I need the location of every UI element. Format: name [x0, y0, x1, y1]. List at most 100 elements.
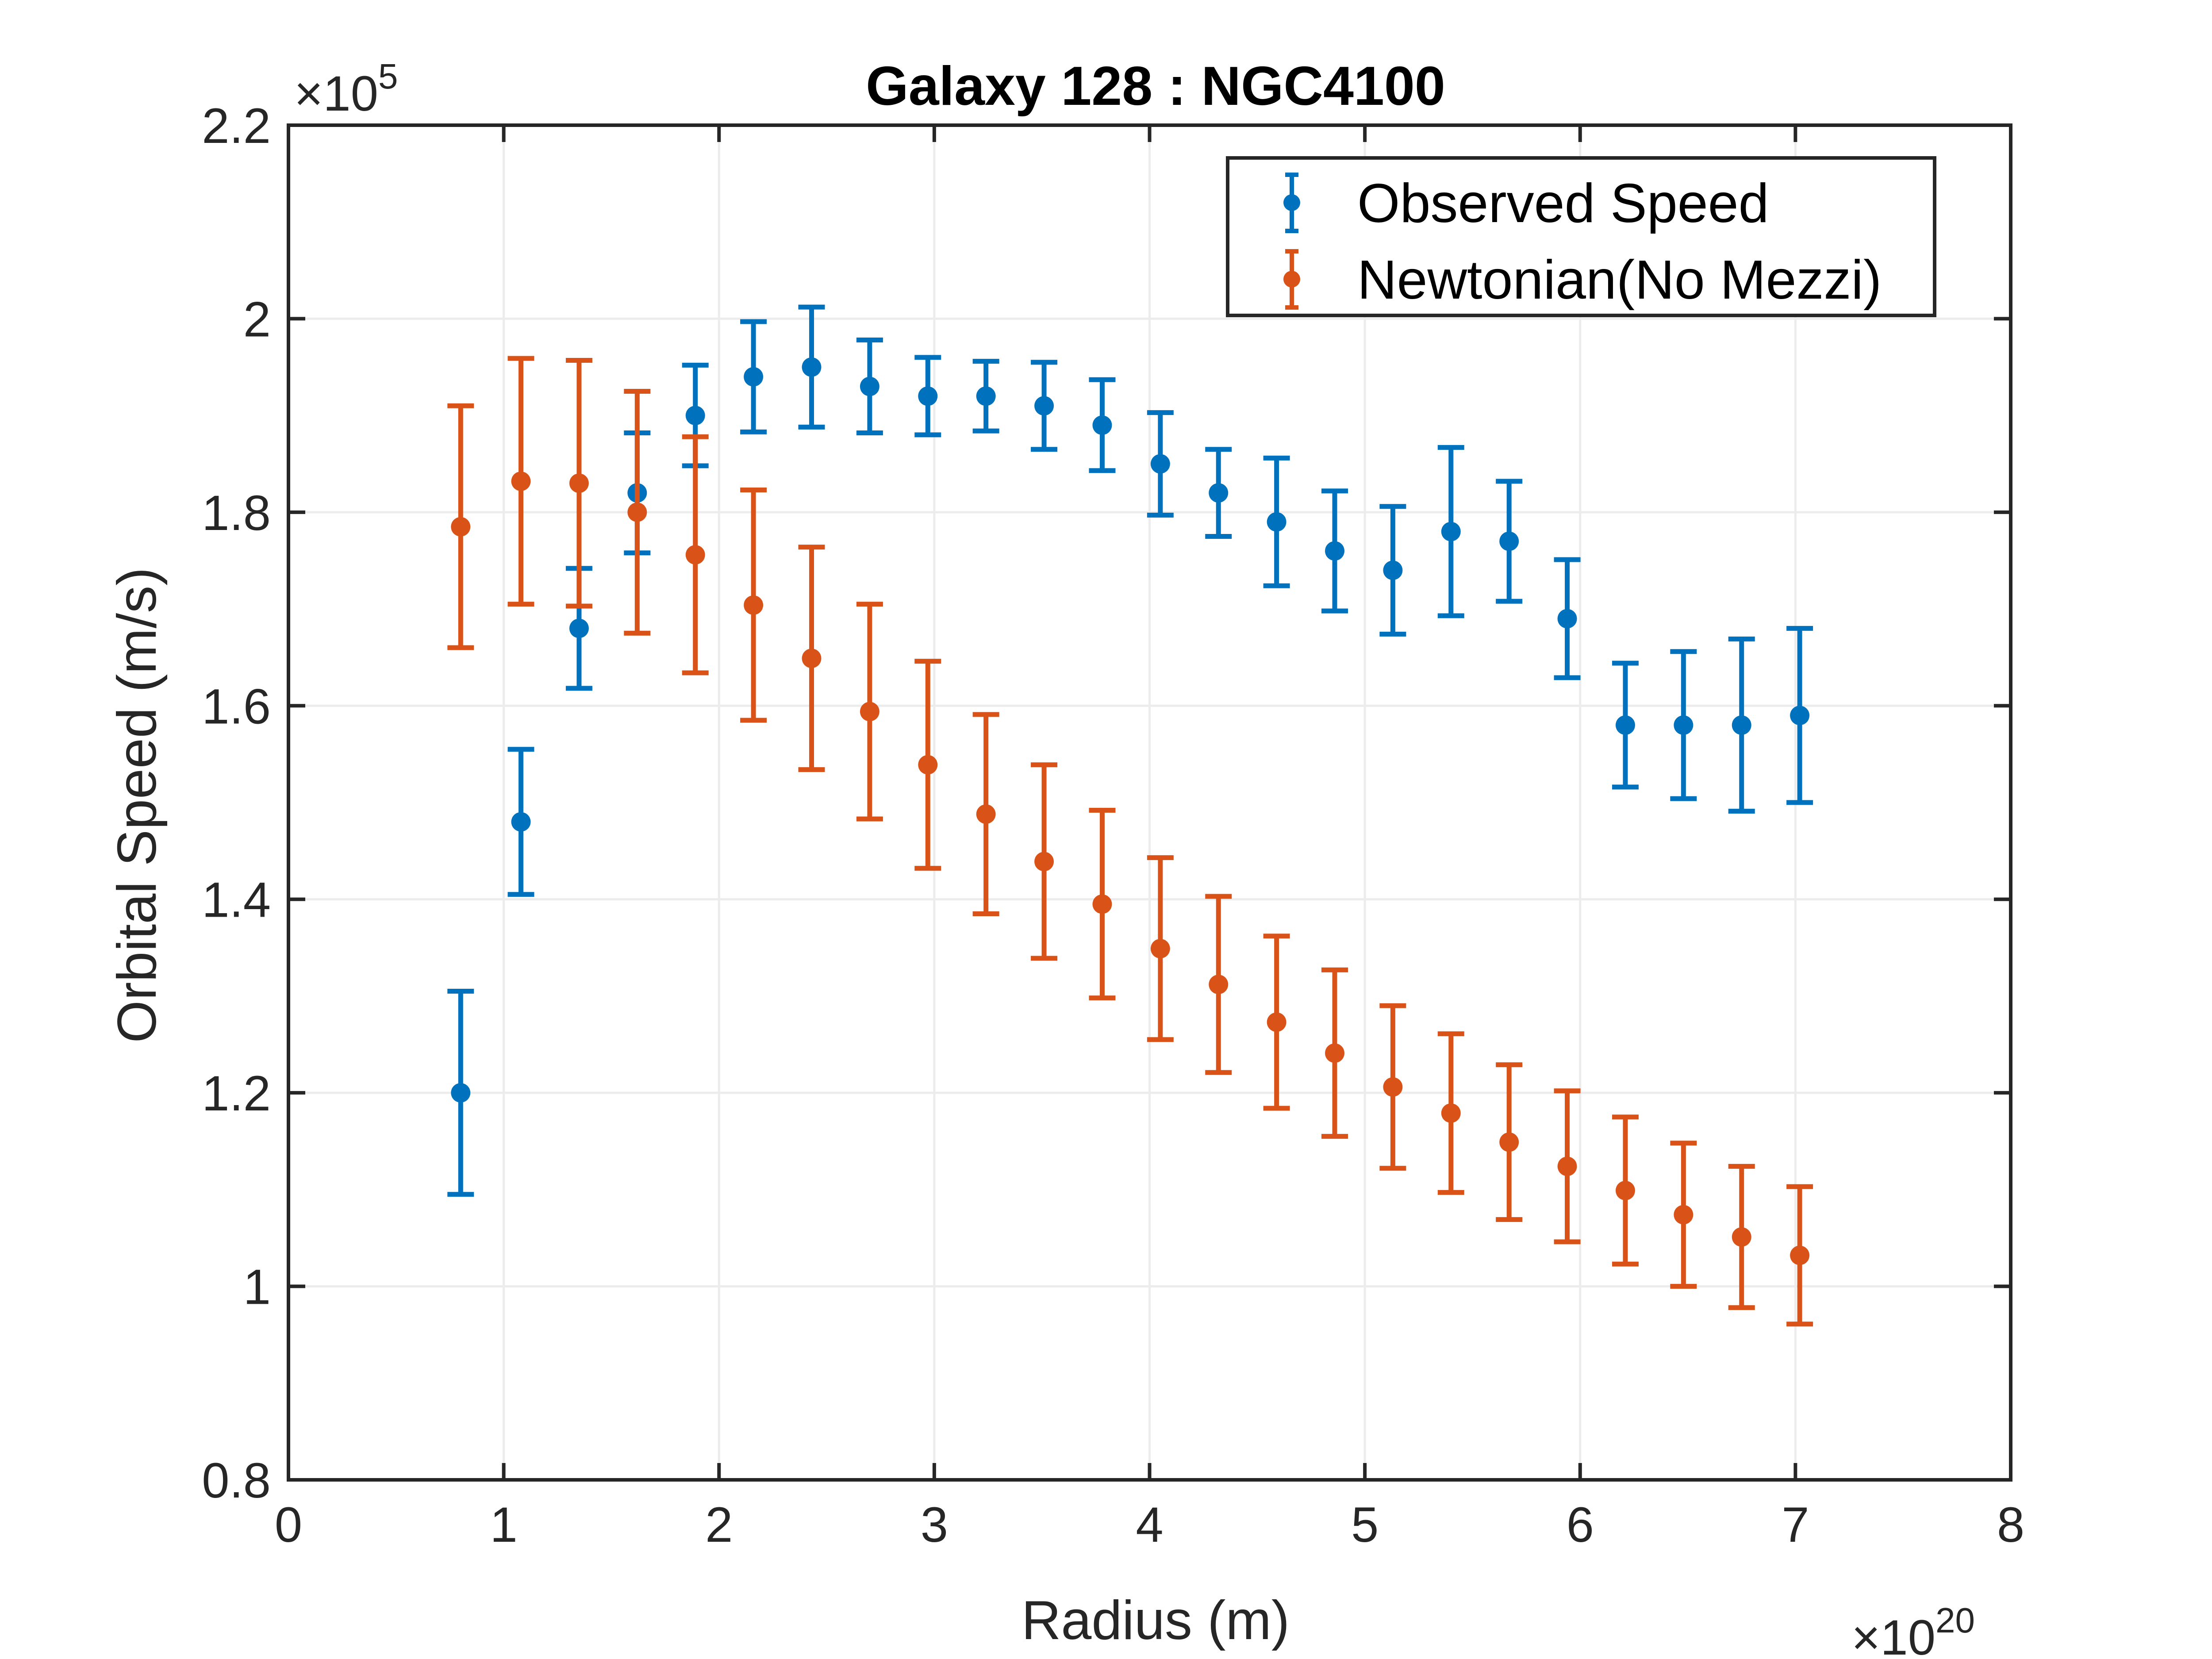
data-marker	[1732, 715, 1751, 735]
data-marker	[976, 386, 996, 406]
data-marker	[1557, 1156, 1577, 1176]
data-point	[1728, 636, 1755, 814]
y-tick-label: 1.6	[202, 679, 271, 734]
y-tick-label: 0.8	[202, 1453, 271, 1508]
data-point	[1670, 649, 1697, 801]
chart-title: Galaxy 128 : NGC4100	[866, 56, 1445, 117]
x-tick-label: 5	[1351, 1497, 1379, 1552]
data-marker	[1209, 975, 1229, 995]
x-tick-label: 7	[1782, 1497, 1809, 1552]
data-marker	[1267, 512, 1286, 532]
data-marker	[1209, 483, 1229, 503]
data-point	[1321, 488, 1348, 614]
data-point	[914, 659, 941, 871]
data-marker	[685, 545, 705, 565]
y-multiplier-exponent: 5	[378, 57, 398, 96]
data-point	[1205, 894, 1232, 1075]
y-axis-multiplier: ×105	[294, 57, 398, 121]
data-point	[1205, 447, 1232, 539]
data-marker	[569, 618, 589, 638]
data-marker	[1441, 1103, 1461, 1123]
data-point	[1437, 445, 1464, 618]
data-marker	[569, 473, 589, 493]
data-point	[740, 488, 767, 723]
data-marker	[1150, 454, 1170, 474]
y-multiplier-base: ×10	[294, 66, 378, 121]
series-layer	[447, 304, 1813, 1327]
data-marker	[1034, 396, 1054, 416]
data-marker	[860, 702, 879, 722]
data-marker	[1150, 939, 1170, 959]
data-point	[565, 357, 592, 609]
data-marker	[1092, 415, 1112, 435]
data-point	[1147, 410, 1174, 518]
data-marker	[976, 804, 996, 824]
legend-label-newtonian: Newtonian(No Mezzi)	[1357, 250, 1882, 311]
data-point	[972, 712, 999, 917]
legend-dot-observed	[1283, 194, 1300, 211]
data-marker	[1732, 1227, 1751, 1247]
data-point	[1554, 1088, 1581, 1244]
y-axis-label: Orbital Speed (m/s)	[107, 567, 168, 1043]
y-tick-label: 1.2	[202, 1066, 271, 1121]
data-point	[1786, 626, 1813, 805]
data-point	[1786, 1184, 1813, 1327]
legend-label-observed: Observed Speed	[1357, 173, 1769, 234]
data-point	[1089, 807, 1116, 1001]
legend-box	[1226, 156, 1936, 317]
data-point	[1031, 360, 1058, 452]
x-tick-label: 3	[921, 1497, 948, 1552]
data-marker	[1499, 531, 1519, 551]
x-tick-label: 1	[490, 1497, 517, 1552]
x-multiplier-base: ×10	[1851, 1610, 1936, 1659]
data-marker	[511, 471, 531, 491]
data-marker	[1790, 706, 1810, 726]
data-point	[740, 319, 767, 434]
data-point	[1321, 967, 1348, 1139]
data-point	[507, 356, 534, 607]
data-marker	[744, 595, 764, 615]
legend-dot-newtonian	[1283, 271, 1300, 288]
y-tick-label: 1.8	[202, 485, 271, 541]
data-point	[972, 359, 999, 434]
x-tick-label: 6	[1567, 1497, 1594, 1552]
data-marker	[1325, 541, 1344, 561]
data-point	[1379, 1003, 1406, 1171]
x-tick-label: 8	[1997, 1497, 2024, 1552]
x-axis-multiplier: ×1020	[1851, 1601, 1975, 1659]
data-point	[856, 602, 883, 822]
data-marker	[802, 357, 822, 377]
data-point	[447, 403, 474, 650]
data-point	[1263, 933, 1290, 1111]
data-marker	[1383, 1077, 1403, 1097]
data-point	[1379, 504, 1406, 637]
data-marker	[1674, 1205, 1694, 1225]
data-point	[1263, 455, 1290, 588]
data-point	[447, 988, 474, 1197]
x-tick-label: 4	[1136, 1497, 1163, 1552]
data-marker	[1615, 1181, 1635, 1201]
data-marker	[1790, 1245, 1810, 1265]
data-point	[1496, 1062, 1523, 1222]
data-point	[1612, 1114, 1639, 1267]
data-marker	[1034, 852, 1054, 872]
data-point	[798, 304, 825, 430]
x-tick-label: 0	[275, 1497, 302, 1552]
data-marker	[744, 367, 764, 387]
data-point	[798, 545, 825, 772]
data-marker	[685, 406, 705, 426]
data-point	[682, 434, 709, 676]
y-tick-label: 1	[243, 1260, 271, 1315]
data-marker	[1325, 1043, 1344, 1063]
data-point	[1031, 762, 1058, 961]
data-point	[1670, 1141, 1697, 1289]
data-point	[1496, 479, 1523, 604]
data-point	[1089, 377, 1116, 473]
data-point	[1612, 661, 1639, 790]
data-marker	[1557, 609, 1577, 629]
data-marker	[511, 812, 531, 832]
data-marker	[451, 1083, 471, 1103]
x-tick-label: 2	[705, 1497, 733, 1552]
data-marker	[918, 755, 938, 775]
